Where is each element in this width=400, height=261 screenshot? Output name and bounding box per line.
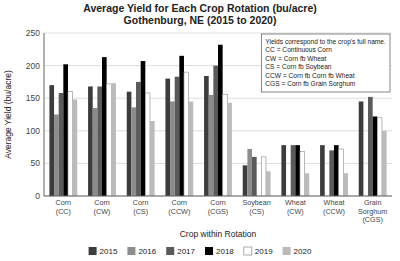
bar	[150, 121, 155, 196]
bar	[170, 101, 175, 196]
bar	[184, 72, 189, 196]
annotation-box: Yields correspond to the crop's full nam…	[261, 34, 390, 92]
x-axis	[44, 196, 392, 197]
bar	[291, 145, 296, 196]
grid-line	[44, 196, 392, 197]
y-tick-label: 250	[26, 28, 40, 38]
y-tick-label: 150	[26, 93, 40, 103]
bar	[54, 115, 59, 197]
legend-label: 2020	[294, 247, 312, 256]
bar	[189, 101, 194, 196]
bar	[102, 57, 107, 196]
bar	[88, 86, 93, 196]
bar	[339, 149, 344, 196]
background	[0, 0, 400, 261]
bar	[261, 157, 266, 196]
x-tick-label: Corn(CW)	[94, 198, 111, 216]
legend-swatch	[244, 247, 252, 255]
bar	[97, 86, 102, 196]
bar	[131, 107, 136, 196]
bar	[343, 173, 348, 196]
legend-label: 2016	[138, 247, 156, 256]
y-tick-label: 100	[26, 126, 40, 136]
legend: 2015 2016 2017 2018 2019 2020	[89, 247, 312, 256]
bar	[107, 84, 112, 196]
chart: Average Yield for Each Crop Rotation (bu…	[0, 0, 400, 261]
legend-label: 2017	[177, 247, 195, 256]
x-tick-label: Corn(CCW)	[168, 198, 190, 216]
bar	[204, 76, 209, 196]
bar	[247, 149, 252, 196]
bar	[59, 93, 64, 196]
bar	[223, 94, 228, 196]
bar	[300, 152, 305, 196]
title: Average Yield for Each Crop Rotation (bu…	[83, 2, 317, 26]
legend-label: 2018	[216, 247, 234, 256]
x-tick-label: Wheat(CW)	[285, 198, 306, 216]
legend-swatch	[127, 247, 135, 255]
bar	[368, 97, 373, 196]
x-axis-label: Crop within Rotation	[180, 229, 257, 239]
bar	[49, 85, 54, 196]
y-axis-label: Average Yield (bu/acre)	[3, 70, 13, 159]
bar	[165, 79, 170, 196]
bar	[281, 145, 286, 196]
annotation: Yields correspond to the crop's full nam…	[265, 38, 386, 88]
bar	[111, 83, 116, 196]
bar	[266, 171, 271, 196]
bar	[73, 100, 78, 196]
y-tick-label: 0	[35, 191, 40, 201]
bar	[334, 145, 339, 196]
legend-swatch	[166, 247, 174, 255]
y-axis	[44, 33, 45, 196]
bar	[145, 93, 150, 196]
bar	[382, 131, 387, 196]
bar	[213, 66, 218, 196]
bar	[320, 145, 325, 196]
x-tick-label: Wheat(CCW)	[323, 198, 345, 216]
x-tick-label: Corn(CS)	[133, 198, 149, 216]
y-tick-label: 50	[31, 158, 41, 168]
bar	[179, 56, 184, 196]
x-tick-label: Corn(CGS)	[208, 198, 228, 216]
legend-label: 2015	[100, 247, 118, 256]
legend-swatch	[205, 247, 213, 255]
annotation-frame	[261, 34, 390, 92]
legend-label: 2019	[255, 247, 273, 256]
bar	[252, 157, 257, 196]
bar	[373, 116, 378, 196]
grid-line	[44, 33, 392, 34]
bar	[243, 165, 248, 196]
bar	[141, 61, 146, 196]
x-tick-label: GrainSorghum(CGS)	[358, 198, 387, 224]
bar	[63, 64, 68, 196]
bar	[359, 101, 364, 196]
y-tick-label: 200	[26, 61, 40, 71]
legend-swatch	[283, 247, 291, 255]
legend-swatch	[89, 247, 97, 255]
bar	[68, 92, 73, 196]
bar	[227, 103, 232, 196]
bar	[295, 145, 300, 196]
bar	[329, 150, 334, 196]
bar	[93, 108, 98, 196]
bar	[218, 45, 223, 196]
bar	[377, 118, 382, 196]
bar	[305, 173, 310, 196]
bar	[209, 95, 214, 196]
bar	[127, 92, 132, 196]
x-tick-label: Soybean(CS)	[242, 198, 270, 216]
bar	[136, 82, 141, 196]
x-tick-label: Corn(CC)	[56, 198, 72, 216]
bar	[175, 77, 180, 196]
